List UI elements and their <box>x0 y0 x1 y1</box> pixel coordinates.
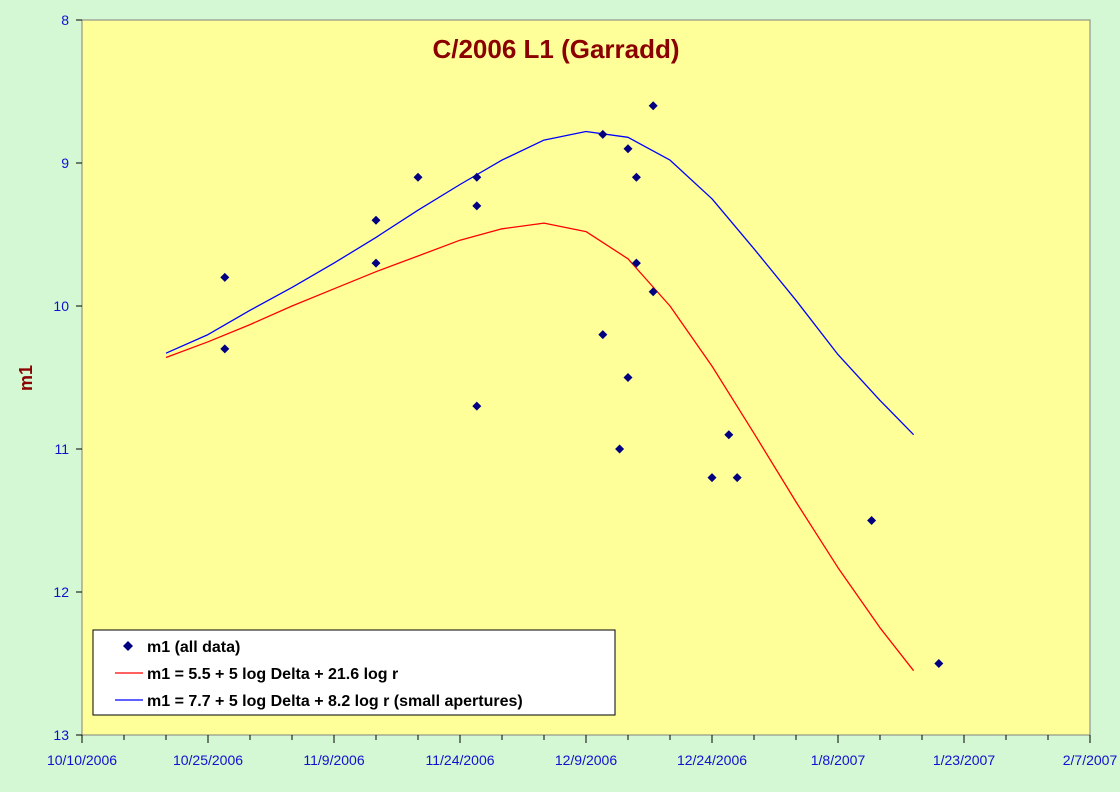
x-tick-label: 10/25/2006 <box>173 752 243 768</box>
x-tick-label: 11/9/2006 <box>303 752 364 768</box>
x-tick-label: 12/9/2006 <box>555 752 617 768</box>
data-point <box>472 401 482 411</box>
data-point <box>623 373 633 382</box>
y-tick-label: 10 <box>53 298 69 314</box>
y-tick-label: 11 <box>54 441 69 457</box>
data-point <box>631 258 641 268</box>
data-point <box>413 172 423 182</box>
data-point <box>472 172 482 182</box>
x-tick-label: 2/7/2007 <box>1063 752 1118 768</box>
data-point <box>867 516 877 525</box>
legend-marker-points <box>123 641 133 651</box>
legend-label-red-line: m1 = 5.5 + 5 log Delta + 21.6 log r <box>147 666 398 683</box>
data-point <box>371 215 381 225</box>
y-tick-label: 8 <box>61 12 69 28</box>
data-point <box>648 101 658 111</box>
chart-title: C/2006 L1 (Garradd) <box>432 34 679 64</box>
data-point <box>707 473 717 483</box>
x-tick-label: 10/10/2006 <box>47 752 117 768</box>
data-point <box>220 344 230 354</box>
y-axis-label: m1 <box>16 365 36 391</box>
data-point <box>472 201 482 211</box>
data-point <box>371 258 381 268</box>
data-point <box>934 659 944 668</box>
data-point <box>598 330 608 340</box>
legend-box <box>92 629 616 716</box>
data-point <box>598 129 608 139</box>
data-point <box>724 430 734 440</box>
plot-area <box>81 19 1091 736</box>
data-point <box>732 473 742 483</box>
x-tick-label: 1/23/2007 <box>933 752 995 768</box>
y-tick-label: 9 <box>61 155 69 171</box>
x-tick-label: 1/8/2007 <box>811 752 866 768</box>
legend-label-blue-line: m1 = 7.7 + 5 log Delta + 8.2 log r (smal… <box>147 693 523 710</box>
red-model-line <box>165 222 915 672</box>
blue-model-line <box>165 130 915 436</box>
data-point <box>648 287 658 297</box>
x-tick-label: 11/24/2006 <box>425 752 494 768</box>
data-point <box>220 272 230 282</box>
x-tick-label: 12/24/2006 <box>677 752 747 768</box>
data-point <box>623 144 633 154</box>
legend-label-points: m1 (all data) <box>147 639 240 656</box>
data-point <box>615 444 625 454</box>
y-tick-label: 12 <box>53 584 69 600</box>
data-point <box>631 172 641 182</box>
y-tick-label: 13 <box>53 727 69 743</box>
legend: m1 (all data) m1 = 5.5 + 5 log Delta + 2… <box>92 629 616 716</box>
